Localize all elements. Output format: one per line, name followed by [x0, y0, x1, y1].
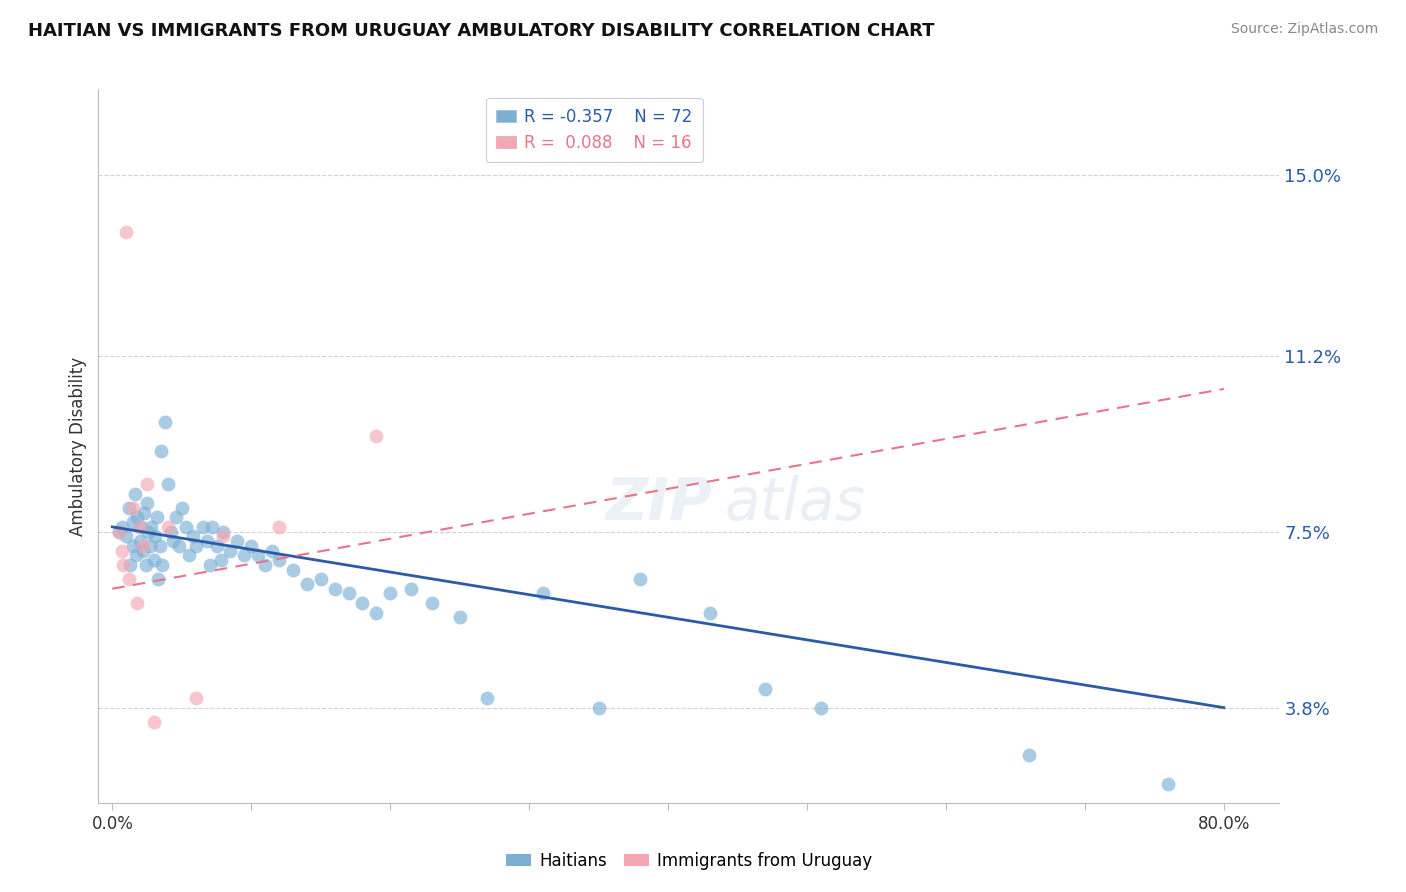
Point: [420, 596, 443, 610]
Point: [366, 429, 388, 443]
Point: [132, 543, 155, 558]
Point: [195, 534, 218, 549]
Point: [115, 529, 138, 543]
Point: [337, 586, 360, 600]
Point: [120, 558, 142, 572]
Point: [118, 572, 141, 586]
Point: [281, 563, 304, 577]
Point: [628, 572, 651, 586]
Point: [138, 524, 160, 539]
Point: [118, 500, 141, 515]
Point: [477, 691, 499, 706]
Point: [135, 558, 157, 572]
Point: [136, 477, 159, 491]
Point: [262, 543, 284, 558]
Point: [112, 558, 135, 572]
Point: [150, 558, 173, 572]
Point: [129, 520, 152, 534]
Point: [108, 524, 131, 539]
Point: [108, 524, 131, 539]
Legend: Haitians, Immigrants from Uruguay: Haitians, Immigrants from Uruguay: [499, 846, 879, 877]
Point: [156, 520, 179, 534]
Point: [352, 596, 374, 610]
Point: [366, 606, 388, 620]
Point: [205, 539, 228, 553]
Point: [267, 553, 290, 567]
Point: [1018, 748, 1040, 763]
Point: [267, 520, 290, 534]
Point: [198, 558, 221, 572]
Point: [233, 549, 256, 563]
Point: [170, 500, 193, 515]
Point: [145, 529, 167, 543]
Point: [143, 714, 166, 729]
Point: [212, 529, 235, 543]
Point: [699, 606, 721, 620]
Point: [588, 700, 610, 714]
Point: [134, 506, 156, 520]
Point: [129, 534, 152, 549]
Point: [111, 543, 134, 558]
Point: [174, 520, 197, 534]
Point: [449, 610, 471, 624]
Point: [810, 700, 832, 714]
Point: [156, 477, 179, 491]
Point: [122, 515, 145, 529]
Point: [122, 539, 145, 553]
Point: [754, 681, 776, 696]
Point: [1157, 777, 1180, 791]
Point: [159, 524, 181, 539]
Point: [127, 596, 149, 610]
Text: HAITIAN VS IMMIGRANTS FROM URUGUAY AMBULATORY DISABILITY CORRELATION CHART: HAITIAN VS IMMIGRANTS FROM URUGUAY AMBUL…: [28, 22, 935, 40]
Text: atlas: atlas: [724, 475, 865, 532]
Point: [115, 225, 138, 239]
Point: [212, 524, 235, 539]
Point: [184, 691, 207, 706]
Point: [323, 582, 346, 596]
Point: [136, 496, 159, 510]
Point: [380, 586, 402, 600]
Point: [226, 534, 249, 549]
Point: [148, 539, 170, 553]
Point: [141, 520, 163, 534]
Point: [132, 539, 155, 553]
Point: [124, 486, 146, 500]
Point: [295, 577, 318, 591]
Point: [531, 586, 554, 600]
Point: [399, 582, 422, 596]
Text: Source: ZipAtlas.com: Source: ZipAtlas.com: [1230, 22, 1378, 37]
Point: [139, 539, 162, 553]
Point: [184, 539, 207, 553]
Point: [191, 520, 214, 534]
Point: [240, 539, 263, 553]
Point: [209, 553, 232, 567]
Point: [201, 520, 224, 534]
Point: [181, 529, 204, 543]
Text: ZIP: ZIP: [606, 475, 713, 532]
Point: [167, 539, 190, 553]
Point: [153, 415, 176, 429]
Point: [247, 549, 270, 563]
Point: [131, 520, 153, 534]
Point: [125, 549, 148, 563]
Point: [219, 543, 242, 558]
Point: [162, 534, 184, 549]
Point: [127, 510, 149, 524]
Point: [177, 549, 200, 563]
Point: [254, 558, 277, 572]
Point: [309, 572, 332, 586]
Point: [146, 510, 169, 524]
Point: [165, 510, 187, 524]
Y-axis label: Ambulatory Disability: Ambulatory Disability: [69, 357, 87, 535]
Point: [122, 500, 145, 515]
Point: [143, 553, 166, 567]
Point: [111, 520, 134, 534]
Point: [149, 443, 172, 458]
Point: [146, 572, 169, 586]
